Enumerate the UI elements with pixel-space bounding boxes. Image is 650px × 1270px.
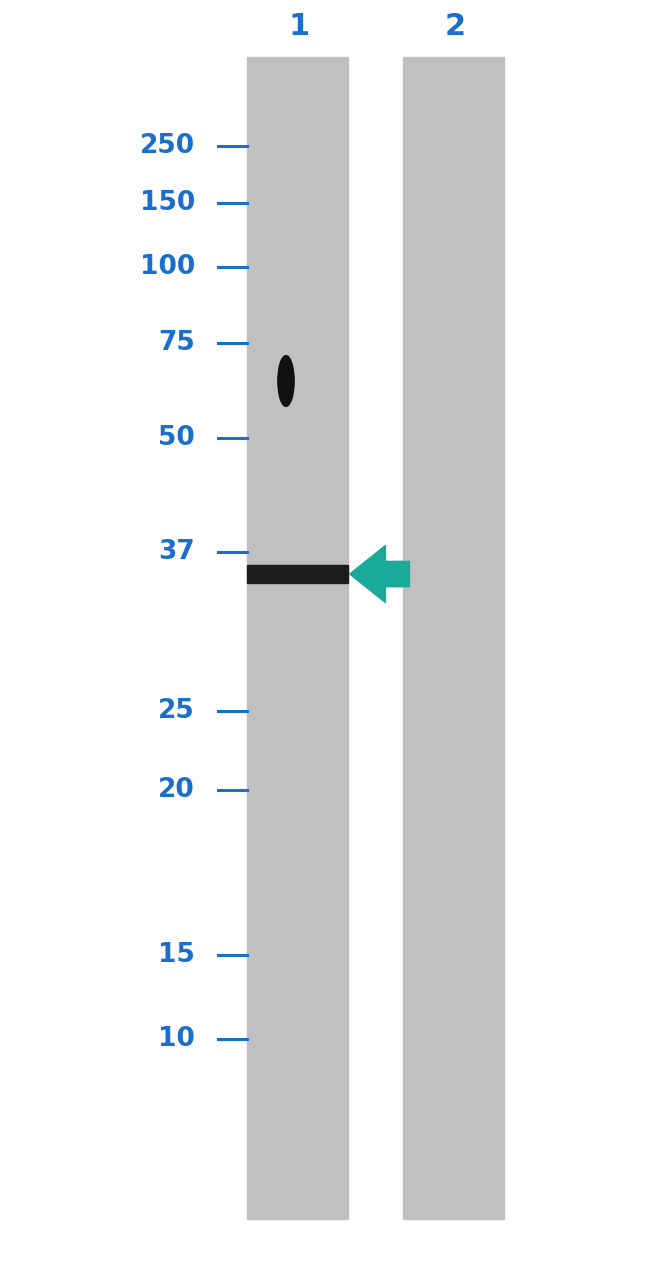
Ellipse shape xyxy=(278,356,294,406)
Text: 250: 250 xyxy=(140,133,195,159)
Text: 100: 100 xyxy=(140,254,195,279)
Text: 25: 25 xyxy=(158,698,195,724)
Text: 1: 1 xyxy=(289,11,309,41)
Bar xyxy=(247,57,348,1219)
Text: 50: 50 xyxy=(158,425,195,451)
FancyArrow shape xyxy=(350,546,410,602)
Text: 10: 10 xyxy=(158,1026,195,1052)
Text: 15: 15 xyxy=(158,942,195,968)
Text: 150: 150 xyxy=(140,190,195,216)
Bar xyxy=(247,565,348,583)
Bar xyxy=(403,57,504,1219)
Text: 2: 2 xyxy=(445,11,465,41)
Text: 75: 75 xyxy=(158,330,195,356)
Text: 20: 20 xyxy=(158,777,195,803)
Text: 37: 37 xyxy=(158,540,195,565)
